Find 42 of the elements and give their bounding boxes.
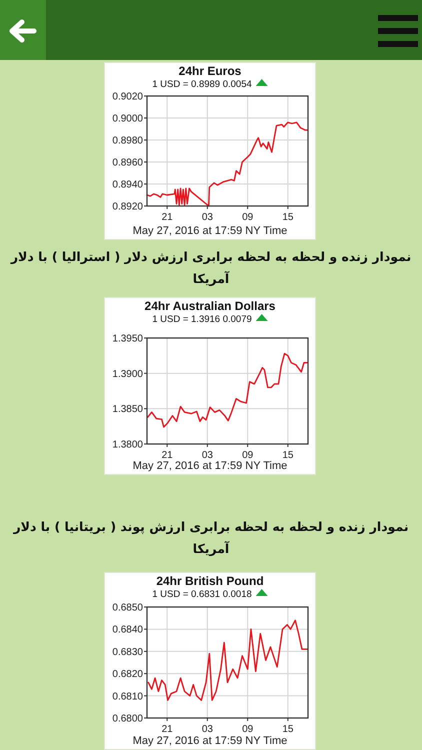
y-tick-label: 0.8960 bbox=[112, 158, 144, 168]
chart-title: 24hr Australian Dollars bbox=[144, 299, 276, 313]
x-tick-label: 15 bbox=[282, 450, 294, 461]
text: نمودار زنده و لحظه به لحظه برابری ارزش پوند ( بریتانیا ) با دلار آمریکا bbox=[12, 518, 410, 558]
x-axis-title: May 27, 2016 at 17:59 NY Time bbox=[132, 225, 288, 237]
line-series bbox=[148, 620, 309, 701]
text: نمودار زنده و لحظه به لحظه برابری ارزش دلار ( استرالیا ) با دلار آمریکا bbox=[9, 248, 412, 288]
x-axis-title: May 27, 2016 at 17:59 NY Time bbox=[132, 735, 288, 747]
x-tick-label: 09 bbox=[242, 724, 254, 735]
line-series bbox=[146, 352, 309, 428]
y-tick-label: 1.3950 bbox=[112, 334, 144, 344]
x-axis-title: May 27, 2016 at 17:59 NY Time bbox=[132, 460, 288, 472]
line-series bbox=[146, 122, 309, 207]
chart-title: 24hr Euros bbox=[178, 64, 242, 78]
y-tick-label: 0.8940 bbox=[112, 180, 144, 190]
x-tick-label: 15 bbox=[282, 724, 294, 735]
y-tick-label: 0.6850 bbox=[112, 602, 144, 614]
y-tick-label: 0.9000 bbox=[112, 114, 144, 124]
y-tick-label: 0.9020 bbox=[112, 92, 144, 102]
chart-subtitle: 1 USD = 0.6831 0.0018 bbox=[152, 589, 252, 600]
x-tick-label: 03 bbox=[202, 450, 214, 461]
y-tick-label: 0.6800 bbox=[112, 714, 144, 724]
chart-title: 24hr British Pound bbox=[156, 574, 264, 588]
x-tick-label: 03 bbox=[202, 212, 214, 223]
y-tick-label: 0.6810 bbox=[112, 691, 144, 702]
y-tick-label: 0.6830 bbox=[112, 646, 144, 658]
x-tick-label: 15 bbox=[282, 212, 294, 223]
x-tick-label: 09 bbox=[242, 450, 254, 461]
y-tick-label: 1.3800 bbox=[112, 440, 144, 450]
x-tick-label: 03 bbox=[202, 724, 214, 735]
y-tick-label: 1.3850 bbox=[112, 404, 144, 416]
x-tick-label: 21 bbox=[162, 450, 174, 461]
y-tick-label: 0.6840 bbox=[112, 624, 144, 636]
y-tick-label: 1.3900 bbox=[112, 368, 144, 380]
chart-subtitle: 1 USD = 0.8989 0.0054 bbox=[152, 79, 252, 90]
x-tick-label: 09 bbox=[242, 212, 254, 223]
x-tick-label: 21 bbox=[162, 724, 174, 735]
y-tick-label: 0.6820 bbox=[112, 669, 144, 680]
y-tick-label: 0.8980 bbox=[112, 136, 144, 146]
x-tick-label: 21 bbox=[162, 212, 174, 223]
y-tick-label: 0.8920 bbox=[112, 202, 144, 212]
chart-subtitle: 1 USD = 1.3916 0.0079 bbox=[152, 314, 252, 325]
